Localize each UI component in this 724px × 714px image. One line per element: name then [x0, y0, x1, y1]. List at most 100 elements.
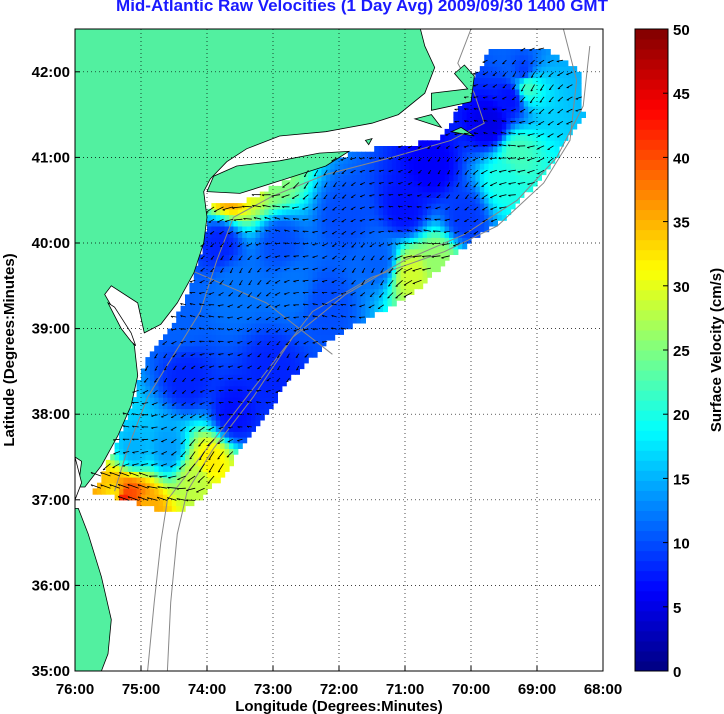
velocity-arrow	[147, 486, 158, 489]
velocity-cell	[334, 197, 340, 204]
velocity-cell	[198, 294, 204, 301]
velocity-cell	[400, 265, 406, 273]
velocity-arrow	[538, 120, 545, 125]
velocity-cell	[233, 237, 239, 244]
velocity-cell	[215, 225, 221, 233]
velocity-cell	[519, 49, 525, 56]
velocity-cell	[202, 488, 208, 495]
velocity-cell	[343, 300, 349, 307]
velocity-cell	[176, 368, 182, 375]
velocity-cell	[440, 260, 446, 267]
velocity-cell	[475, 220, 481, 227]
velocity-arrow	[473, 182, 479, 188]
velocity-cell	[400, 231, 406, 238]
velocity-cell	[163, 419, 168, 427]
velocity-cell	[268, 305, 274, 313]
velocity-cell	[198, 471, 204, 478]
velocity-cell	[352, 197, 358, 204]
velocity-cell	[176, 385, 182, 393]
velocity-cell	[440, 208, 446, 216]
velocity-cell	[202, 391, 208, 398]
velocity-cell	[176, 317, 182, 324]
velocity-cell	[427, 254, 432, 261]
velocity-cell	[295, 334, 300, 341]
velocity-cell	[308, 294, 314, 301]
velocity-arrow	[238, 255, 243, 261]
velocity-arrow	[256, 401, 262, 404]
velocity-cell	[453, 163, 459, 170]
velocity-cell	[149, 362, 155, 370]
y-tick-label: 42:00	[32, 64, 70, 81]
velocity-arrow	[291, 206, 299, 210]
velocity-cell	[233, 402, 239, 410]
velocity-cell	[343, 208, 349, 216]
velocity-cell	[237, 328, 243, 335]
velocity-cell	[220, 260, 226, 267]
velocity-cell	[444, 185, 450, 193]
velocity-cell	[497, 191, 503, 198]
velocity-cell	[339, 254, 344, 261]
velocity-cell	[347, 322, 353, 330]
velocity-cell	[339, 157, 344, 164]
velocity-cell	[299, 357, 305, 364]
velocity-arrow	[370, 280, 375, 286]
velocity-cell	[185, 305, 190, 313]
velocity-arrow	[217, 304, 224, 307]
velocity-cell	[185, 322, 190, 330]
velocity-arrow	[252, 204, 262, 208]
velocity-cell	[229, 282, 234, 290]
velocity-cell	[334, 243, 340, 250]
velocity-arrow	[464, 194, 469, 199]
velocity-cell	[242, 328, 248, 335]
velocity-cell	[365, 163, 371, 170]
velocity-cell	[246, 322, 252, 330]
velocity-arrow	[265, 267, 271, 272]
velocity-arrow	[293, 316, 299, 319]
velocity-cell	[246, 414, 252, 421]
velocity-cell	[220, 385, 226, 393]
velocity-cell	[475, 203, 481, 210]
velocity-cell	[180, 368, 186, 375]
velocity-arrow	[90, 484, 102, 489]
velocity-cell	[413, 277, 419, 284]
velocity-arrow	[416, 217, 422, 220]
velocity-cell	[259, 362, 265, 370]
velocity-cell	[334, 163, 340, 170]
velocity-cell	[510, 185, 516, 193]
velocity-cell	[158, 419, 164, 427]
velocity-cell	[479, 214, 485, 221]
velocity-cell	[110, 471, 116, 478]
velocity-arrow	[247, 353, 252, 357]
velocity-cell	[202, 237, 208, 244]
velocity-cell	[405, 271, 410, 278]
velocity-cell	[286, 374, 292, 381]
velocity-arrow	[463, 231, 469, 235]
velocity-cell	[303, 305, 309, 313]
velocity-arrow	[255, 230, 262, 233]
velocity-cell	[246, 431, 252, 438]
velocity-arrow	[247, 400, 252, 404]
velocity-cell	[405, 248, 410, 256]
velocity-cell	[290, 328, 296, 335]
velocity-cell	[246, 345, 252, 353]
velocity-arrow	[182, 377, 187, 382]
velocity-cell	[211, 351, 217, 358]
velocity-arrow	[291, 194, 300, 199]
velocity-cell	[312, 168, 318, 176]
velocity-cell	[163, 345, 168, 353]
velocity-cell	[229, 351, 234, 358]
velocity-cell	[158, 414, 164, 421]
velocity-cell	[233, 425, 239, 432]
velocity-cell	[457, 168, 463, 176]
velocity-arrow	[227, 304, 234, 308]
velocity-arrow	[283, 304, 290, 307]
velocity-cell	[145, 431, 151, 438]
velocity-cell	[246, 368, 252, 375]
velocity-cell	[207, 311, 212, 318]
velocity-cell	[211, 442, 217, 450]
velocity-cell	[233, 220, 239, 227]
velocity-arrow	[489, 169, 498, 174]
velocity-cell	[171, 482, 177, 490]
velocity-cell	[220, 294, 226, 301]
velocity-cell	[303, 300, 309, 307]
